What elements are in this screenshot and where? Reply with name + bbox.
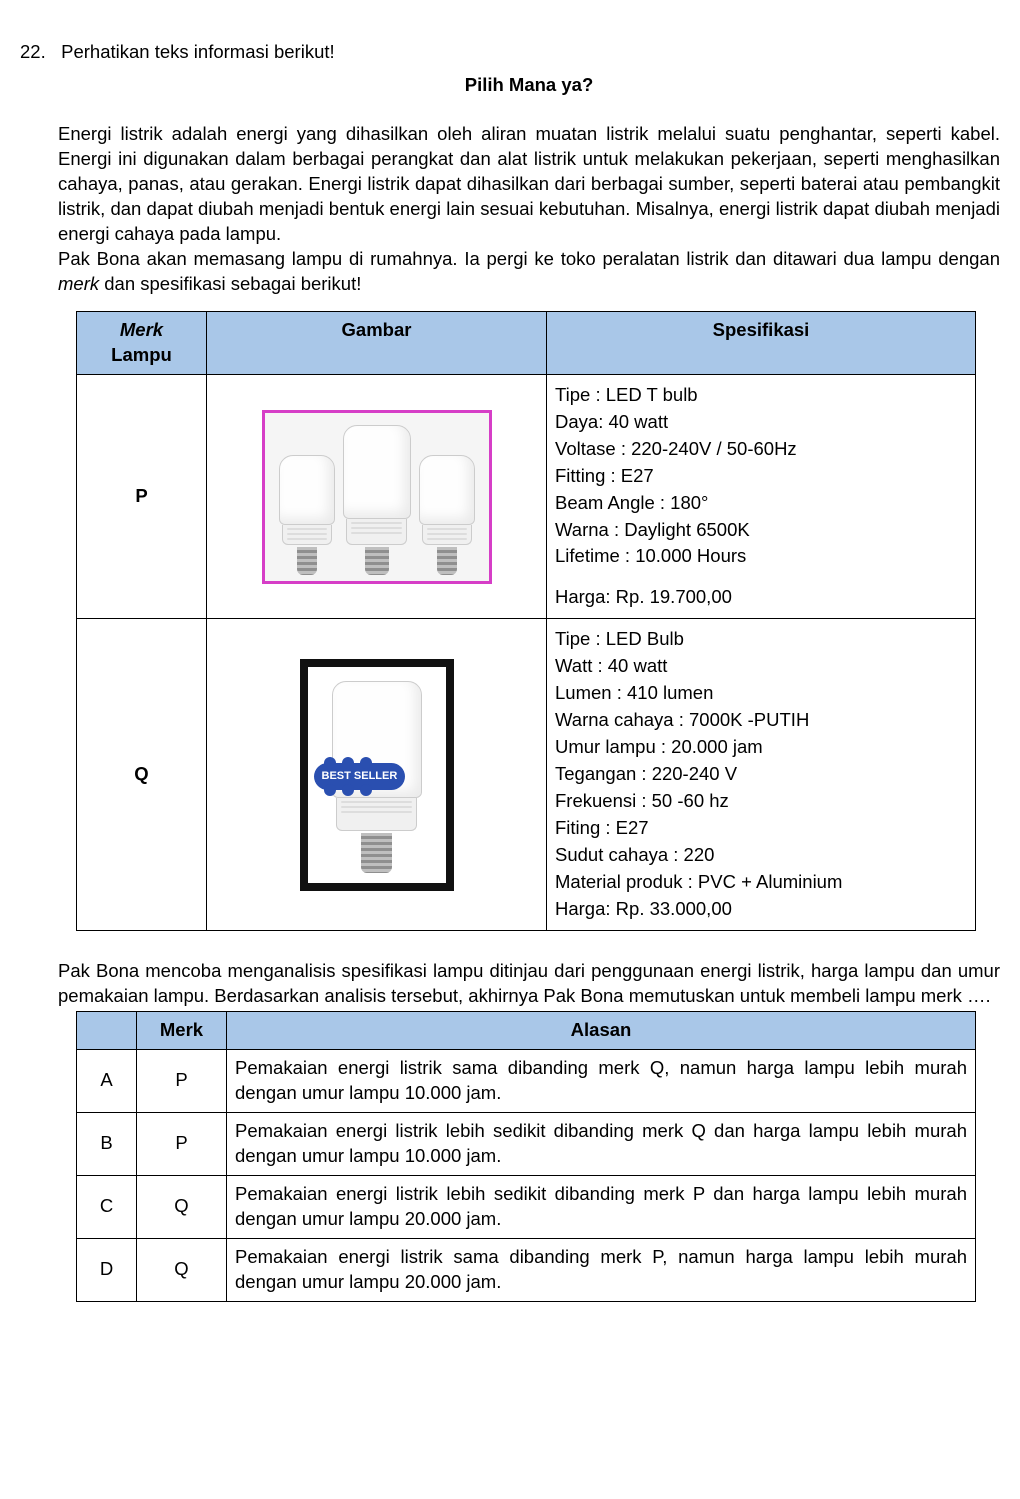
spec-line: Warna : Daylight 6500K	[555, 518, 967, 543]
spec-line: Lifetime : 10.000 Hours	[555, 544, 967, 569]
spec-line: Material produk : PVC + Aluminium	[555, 870, 967, 895]
paragraph-2: Pak Bona akan memasang lampu di rumahnya…	[58, 247, 1000, 297]
spec-line: Fitting : E27	[555, 464, 967, 489]
bulb-icon	[419, 455, 475, 575]
bulb-icon	[279, 455, 335, 575]
answer-alasan: Pemakaian energi listrik sama dibanding …	[227, 1238, 976, 1301]
spec-line: Voltase : 220-240V / 50-60Hz	[555, 437, 967, 462]
spec-line: Tipe : LED T bulb	[555, 383, 967, 408]
best-seller-badge: BEST SELLER	[314, 763, 406, 790]
spec-line: Sudut cahaya : 220	[555, 843, 967, 868]
spec-line: Lumen : 410 lumen	[555, 681, 967, 706]
answer-merk: P	[137, 1049, 227, 1112]
answer-row: DQPemakaian energi listrik sama dibandin…	[77, 1238, 976, 1301]
bulb-image-q: BEST SELLER	[300, 659, 454, 891]
answer-alasan: Pemakaian energi listrik sama dibanding …	[227, 1049, 976, 1112]
bulb-image-p	[262, 410, 492, 584]
spec-line: Harga: Rp. 19.700,00	[555, 585, 967, 610]
ans-th-merk: Merk	[137, 1012, 227, 1050]
question-number: 22.	[20, 41, 46, 62]
answer-alasan: Pemakaian energi listrik lebih sedikit d…	[227, 1175, 976, 1238]
para2-part-a: Pak Bona akan memasang lampu di rumahnya…	[58, 248, 1000, 269]
answer-letter: A	[77, 1049, 137, 1112]
ans-th-alasan: Alasan	[227, 1012, 976, 1050]
answer-table: Merk Alasan APPemakaian energi listrik s…	[76, 1011, 976, 1302]
spec-gambar-cell: BEST SELLER	[207, 619, 547, 931]
spec-line: Frekuensi : 50 -60 hz	[555, 789, 967, 814]
spec-line: Fiting : E27	[555, 816, 967, 841]
answer-merk: Q	[137, 1238, 227, 1301]
after-paragraph: Pak Bona mencoba menganalisis spesifikas…	[58, 959, 1000, 1009]
para2-part-b: dan spesifikasi sebagai berikut!	[99, 273, 361, 294]
answer-letter: D	[77, 1238, 137, 1301]
spec-gambar-cell	[207, 374, 547, 619]
spec-line: Tegangan : 220-240 V	[555, 762, 967, 787]
answer-letter: C	[77, 1175, 137, 1238]
spec-merk-cell: P	[77, 374, 207, 619]
bulb-icon	[343, 425, 411, 575]
spec-th-merk: Merk Lampu	[77, 311, 207, 374]
spec-merk-cell: Q	[77, 619, 207, 931]
spec-line: Tipe : LED Bulb	[555, 627, 967, 652]
answer-letter: B	[77, 1112, 137, 1175]
answer-merk: P	[137, 1112, 227, 1175]
spec-line: Daya: 40 watt	[555, 410, 967, 435]
spec-line: Warna cahaya : 7000K -PUTIH	[555, 708, 967, 733]
spec-line: Watt : 40 watt	[555, 654, 967, 679]
answer-row: BPPemakaian energi listrik lebih sedikit…	[77, 1112, 976, 1175]
spec-row: Q BEST SELLER Tipe : LED BulbWatt : 40 wat…	[77, 619, 976, 931]
passage-title: Pilih Mana ya?	[58, 73, 1000, 98]
answer-row: APPemakaian energi listrik sama dibandin…	[77, 1049, 976, 1112]
para2-italic: merk	[58, 273, 99, 294]
spec-table: Merk Lampu Gambar Spesifikasi P Tipe : LE…	[76, 311, 976, 931]
answer-alasan: Pemakaian energi listrik lebih sedikit d…	[227, 1112, 976, 1175]
spec-th-merk-italic: Merk	[120, 319, 163, 340]
answer-merk: Q	[137, 1175, 227, 1238]
paragraph-1: Energi listrik adalah energi yang dihasi…	[58, 122, 1000, 247]
spec-th-merk-rest: Lampu	[111, 344, 172, 365]
ans-th-blank	[77, 1012, 137, 1050]
question-instruction: Perhatikan teks informasi berikut!	[61, 41, 335, 62]
spec-line: Harga: Rp. 33.000,00	[555, 897, 967, 922]
spec-spes-cell: Tipe : LED T bulbDaya: 40 wattVoltase : …	[547, 374, 976, 619]
spec-spes-cell: Tipe : LED BulbWatt : 40 wattLumen : 410…	[547, 619, 976, 931]
spec-th-spes: Spesifikasi	[547, 311, 976, 374]
spec-line: Umur lampu : 20.000 jam	[555, 735, 967, 760]
spec-line: Beam Angle : 180°	[555, 491, 967, 516]
spec-th-gambar: Gambar	[207, 311, 547, 374]
spec-row: P Tipe : LED T bulbDaya: 40 wattVoltase :…	[77, 374, 976, 619]
answer-row: CQPemakaian energi listrik lebih sedikit…	[77, 1175, 976, 1238]
